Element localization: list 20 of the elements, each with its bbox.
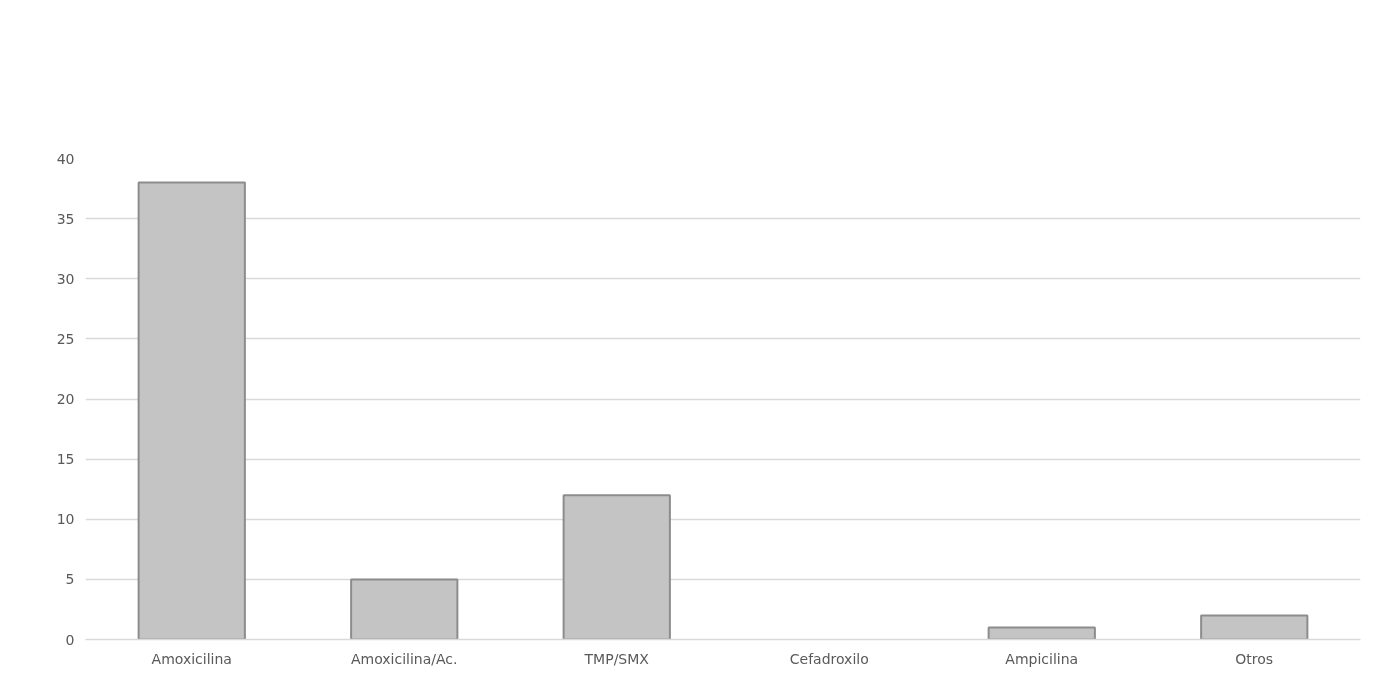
- x-tick-label: Amoxicilina: [151, 650, 232, 667]
- x-tick-label: TMP/SMX: [583, 650, 650, 667]
- x-tick-label: Ampicilina: [1005, 650, 1079, 667]
- y-tick-label: 35: [56, 210, 75, 227]
- x-tick-label: Cefadroxilo: [789, 650, 869, 667]
- x-tick-label: Amoxicilina/Ac.: [350, 650, 458, 667]
- y-tick-label: 5: [65, 571, 75, 588]
- y-tick-label: 15: [56, 451, 75, 468]
- y-tick-label: 20: [56, 391, 75, 407]
- bar: [987, 626, 1096, 640]
- y-tick-label: 30: [56, 270, 75, 287]
- y-tick-label: 40: [56, 150, 75, 167]
- bar: [562, 494, 671, 640]
- bar: [350, 578, 459, 640]
- y-tick-label: 10: [56, 511, 75, 528]
- y-tick-label: 25: [56, 330, 75, 347]
- bar: [1200, 614, 1309, 640]
- y-tick-label: 0: [65, 631, 75, 648]
- x-tick-label: Otros: [1235, 650, 1274, 667]
- bar: [137, 181, 246, 640]
